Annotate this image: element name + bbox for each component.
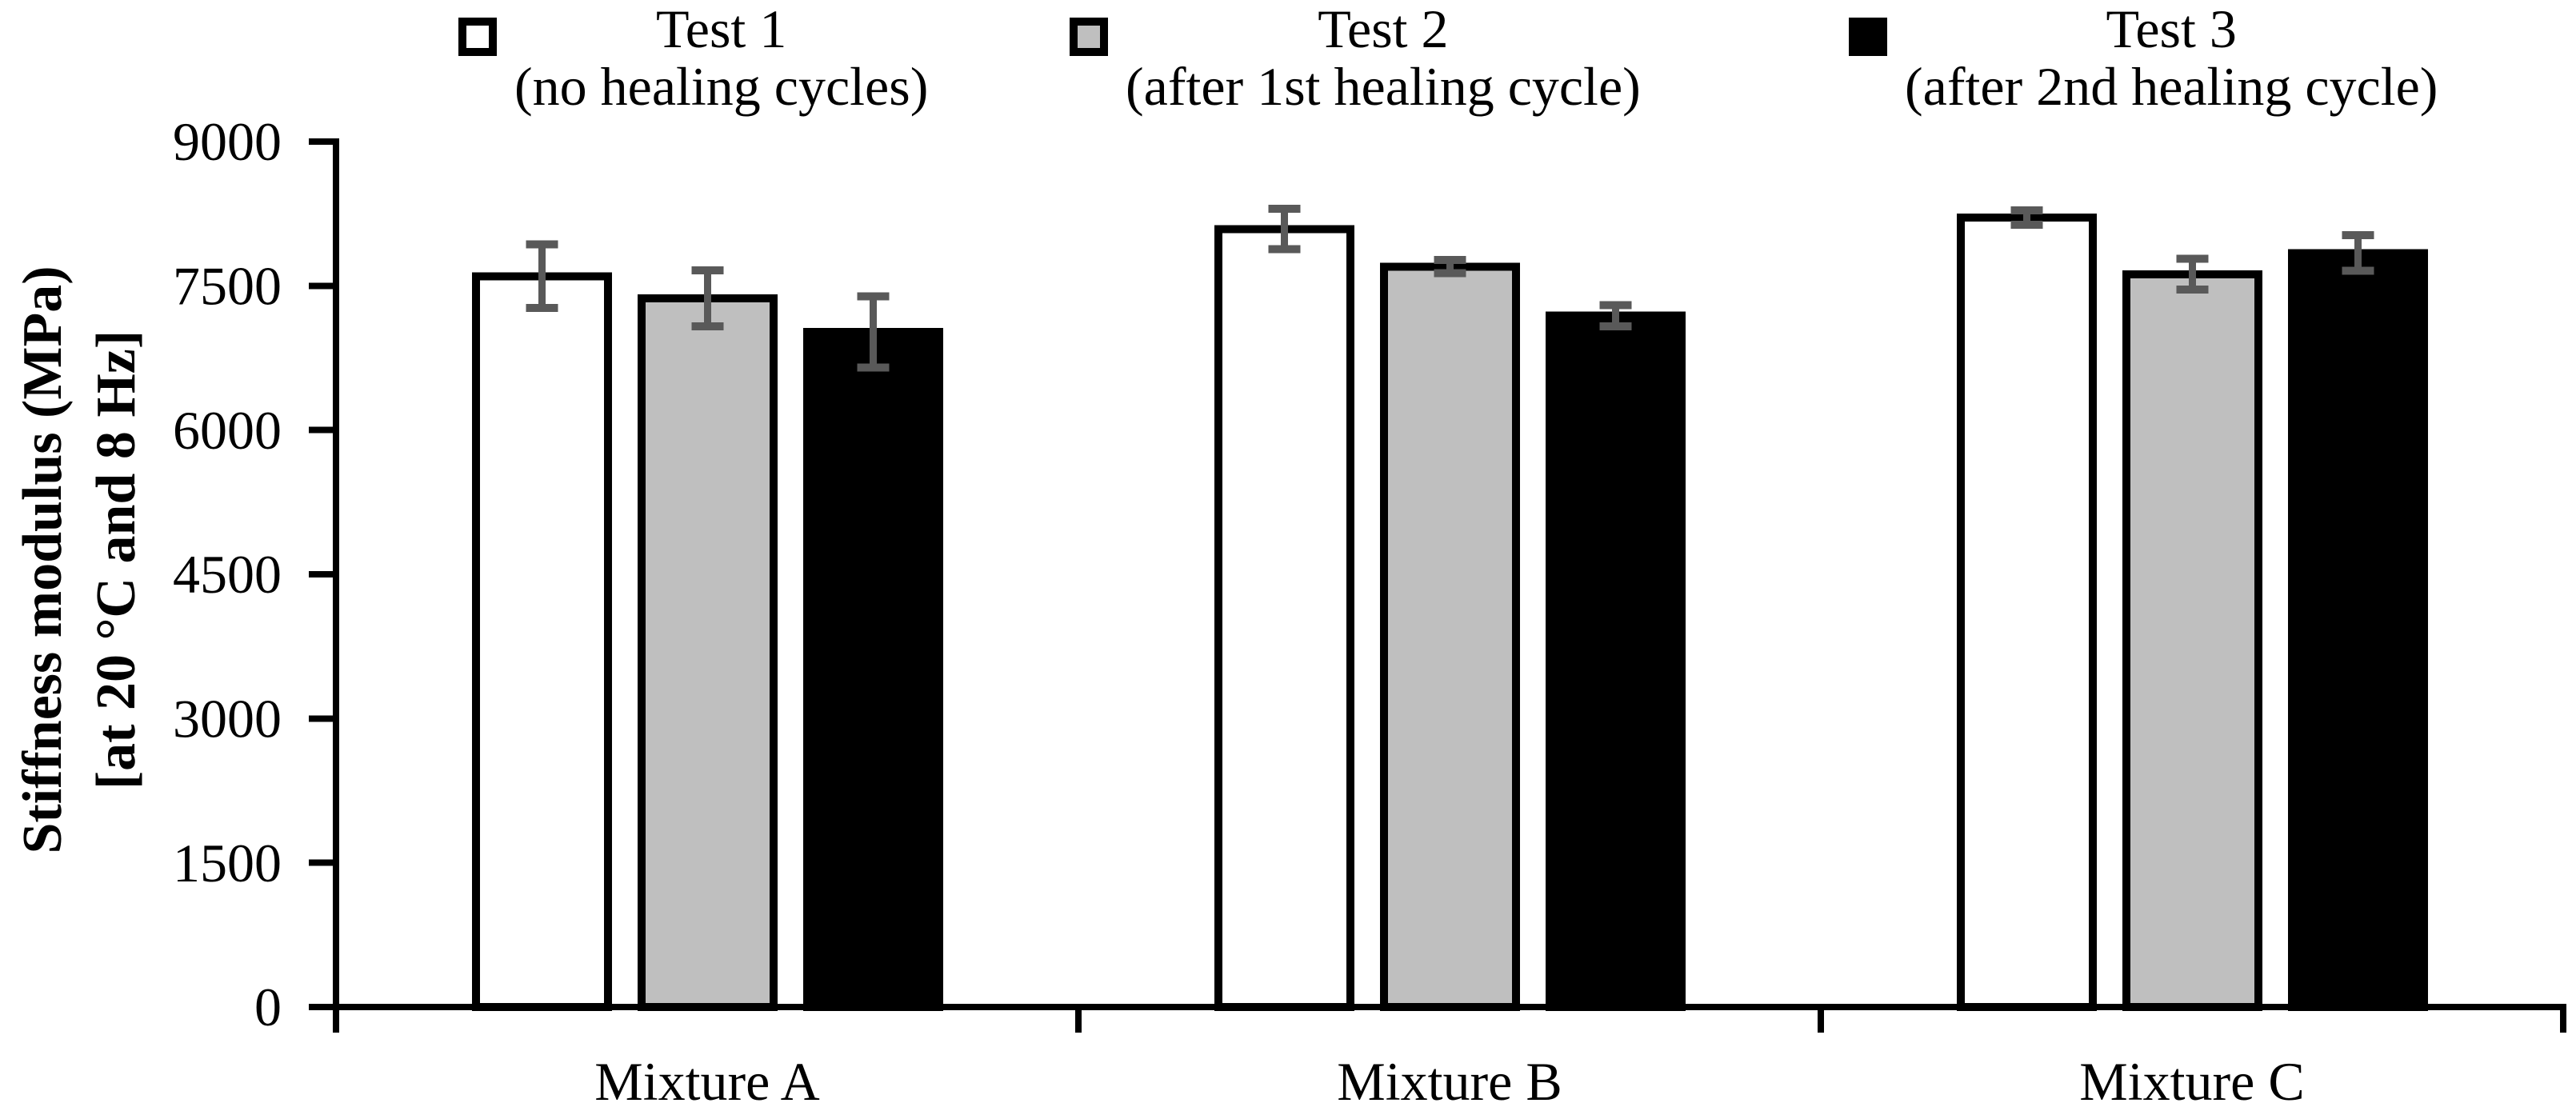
legend-swatch-test3 xyxy=(1849,18,1887,56)
bar-mixture-b-test-2 xyxy=(1380,262,1520,1011)
legend-label-test1: Test 1 (no healing cycles) xyxy=(514,0,928,115)
legend-label-test3-line2: (after 2nd healing cycle) xyxy=(1905,56,2438,117)
y-tick-label: 7500 xyxy=(173,255,282,316)
bar-mixture-b-test-3 xyxy=(1546,311,1686,1011)
bar-mixture-a-test-2 xyxy=(638,294,778,1011)
bar-mixture-c-test-1 xyxy=(1957,213,2097,1011)
legend-label-test3: Test 3 (after 2nd healing cycle) xyxy=(1905,0,2438,115)
legend-swatch-test1 xyxy=(458,18,497,56)
legend-label-test1-line2: (no healing cycles) xyxy=(514,56,929,117)
bar-mixture-c-test-2 xyxy=(2122,270,2262,1011)
x-category-label: Mixture C xyxy=(2079,1051,2304,1112)
legend-swatch-test2 xyxy=(1070,18,1108,56)
y-tick-label: 1500 xyxy=(173,833,282,893)
bar-mixture-a-test-1 xyxy=(472,272,612,1011)
legend-label-test3-line1: Test 3 xyxy=(2106,0,2237,59)
bar-mixture-b-test-1 xyxy=(1214,225,1354,1011)
y-axis-title-line2: [at 20 °C and 8 Hz] xyxy=(86,330,147,790)
y-tick-label: 9000 xyxy=(173,111,282,172)
y-axis-title: Stiffness modulus (MPa) [at 20 °C and 8 … xyxy=(6,266,154,853)
legend-item-test3: Test 3 (after 2nd healing cycle) xyxy=(1849,0,2438,115)
legend-label-test2-line2: (after 1st healing cycle) xyxy=(1126,56,1641,117)
x-category-label: Mixture B xyxy=(1337,1051,1562,1112)
legend-label-test2-line1: Test 2 xyxy=(1318,0,1449,59)
legend-item-test2: Test 2 (after 1st healing cycle) xyxy=(1070,0,1641,115)
y-tick-label: 6000 xyxy=(173,400,282,461)
x-category-label: Mixture A xyxy=(594,1051,819,1112)
legend-label-test2: Test 2 (after 1st healing cycle) xyxy=(1126,0,1641,115)
bar-mixture-c-test-3 xyxy=(2288,249,2428,1011)
y-axis-title-line1: Stiffness modulus (MPa) xyxy=(12,266,74,854)
legend-item-test1: Test 1 (no healing cycles) xyxy=(458,0,928,115)
legend-label-test1-line1: Test 1 xyxy=(656,0,787,59)
y-tick-label: 3000 xyxy=(173,688,282,749)
bar-mixture-a-test-3 xyxy=(803,328,943,1012)
y-tick-label: 0 xyxy=(254,977,282,1037)
y-tick-label: 4500 xyxy=(173,544,282,605)
